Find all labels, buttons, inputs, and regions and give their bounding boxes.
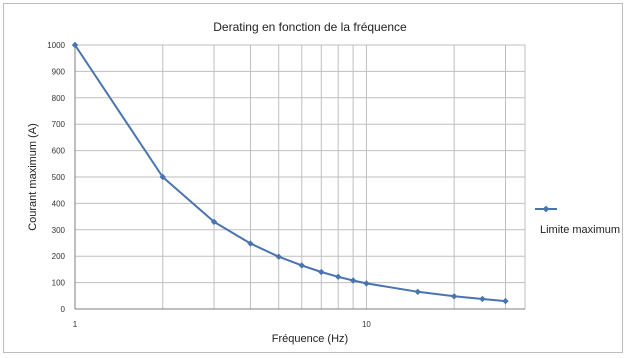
y-tick-labels: 0 100 200 300 400 500 600 700 800 900 1000	[47, 41, 65, 314]
data-point-6	[298, 262, 305, 269]
data-point-10	[363, 280, 370, 287]
y-tick-label-1000: 1000	[47, 41, 65, 50]
y-tick-label-100: 100	[52, 279, 66, 288]
series-layer	[71, 41, 509, 305]
legend: Limite maximum	[535, 205, 620, 236]
y-tick-label-700: 700	[52, 120, 66, 129]
y-tick-label-500: 500	[52, 173, 66, 182]
data-point-15	[414, 288, 421, 296]
legend-marker	[542, 205, 550, 213]
y-tick-label-400: 400	[52, 199, 66, 208]
series-line-0	[74, 44, 506, 303]
y-axis-label: Courant maximum (A)	[27, 123, 39, 231]
chart-title: Derating en fonction de la fréquence	[213, 20, 407, 34]
data-point-1	[71, 41, 79, 49]
x-axis-label: Fréquence (Hz)	[272, 333, 348, 345]
data-point-20	[450, 293, 458, 300]
data-point-25	[479, 295, 486, 303]
x-tick-labels: 1 10	[73, 320, 372, 329]
data-point-9	[349, 277, 357, 284]
data-point-30	[502, 297, 509, 305]
x-tick-label-10: 10	[362, 320, 371, 329]
x-tick-label-1: 1	[73, 320, 78, 329]
data-point-2	[159, 173, 166, 181]
y-tick-label-200: 200	[52, 252, 66, 261]
data-point-4	[247, 240, 254, 247]
axes	[74, 45, 525, 310]
y-tick-label-300: 300	[52, 226, 66, 235]
data-point-5	[275, 253, 282, 260]
y-tick-label-600: 600	[52, 147, 66, 156]
grid	[75, 44, 526, 310]
y-tick-label-800: 800	[52, 94, 66, 103]
chart-frame	[3, 3, 623, 353]
y-tick-label-900: 900	[52, 67, 66, 76]
data-point-8	[334, 273, 342, 280]
data-point-7	[318, 268, 325, 276]
y-tick-label-0: 0	[61, 305, 66, 314]
legend-label: Limite maximum	[540, 224, 620, 236]
data-point-3	[210, 218, 218, 226]
